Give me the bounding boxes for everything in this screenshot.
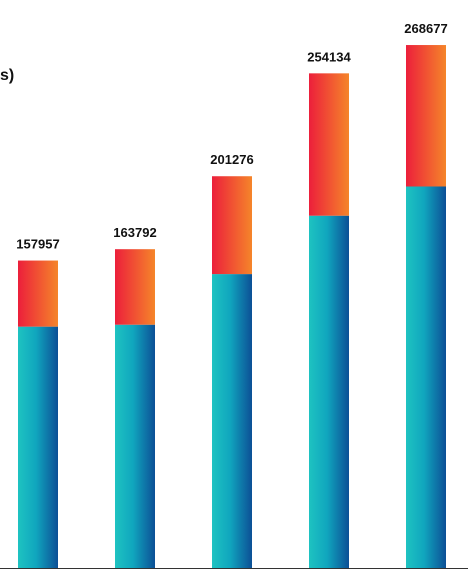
bar-segment-top-2	[115, 249, 155, 325]
bar-segment-bottom-3	[212, 274, 252, 568]
total-label-3: 201276	[210, 152, 253, 167]
total-label-5: 268677	[404, 21, 447, 36]
total-label-2: 163792	[113, 225, 156, 240]
bar-segment-top-4	[309, 73, 349, 216]
bar-segment-top-1	[18, 260, 58, 327]
bar-segment-top-5	[406, 45, 446, 187]
bar-segment-bottom-5	[406, 186, 446, 568]
total-label-4: 254134	[307, 49, 351, 64]
total-label-1: 157957	[16, 237, 59, 252]
bar-segment-top-3	[212, 176, 252, 275]
total-labels-group: 157957 163792 201276 254134 268677	[16, 21, 447, 252]
bar-segment-bottom-2	[115, 324, 155, 568]
chart-title-fragment: s)	[0, 67, 14, 84]
bar-segment-bottom-1	[18, 326, 58, 568]
bar-segment-bottom-4	[309, 215, 349, 569]
bars-group	[18, 45, 446, 569]
